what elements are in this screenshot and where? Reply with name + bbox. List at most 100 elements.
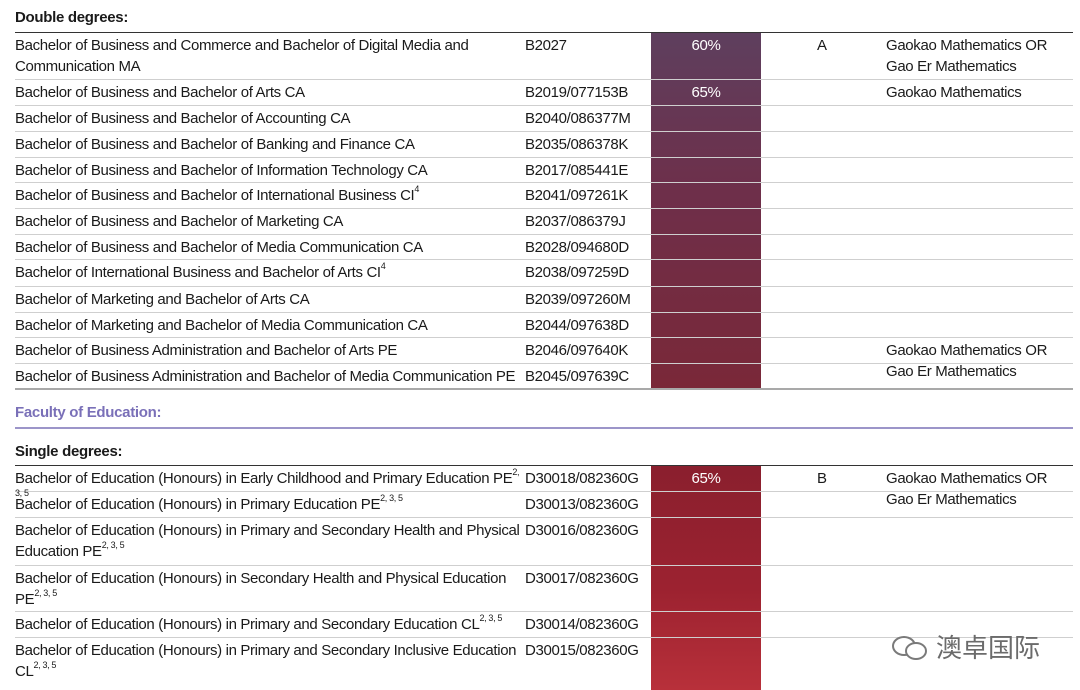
band: B <box>817 470 827 487</box>
course-name: Bachelor of Business and Bachelor of Ban… <box>15 134 520 155</box>
course-name: Bachelor of Business Administration and … <box>15 340 520 361</box>
score-column-double <box>651 33 761 389</box>
course-name: Bachelor of Business and Bachelor of Inf… <box>15 160 520 181</box>
course-name-text: Bachelor of Business and Bachelor of Int… <box>15 187 415 204</box>
course-name-text: Bachelor of Education (Honours) in Prima… <box>15 522 520 560</box>
footnote-marker: 2, 3, 5 <box>101 540 125 550</box>
section-rule <box>15 32 1073 33</box>
course-name-text: Bachelor of Business and Bachelor of Mar… <box>15 213 344 230</box>
course-name: Bachelor of Business and Bachelor of Int… <box>15 185 520 206</box>
footnote-marker: 2, 3, 5 <box>15 467 520 498</box>
course-code: B2038/097259D <box>525 264 629 281</box>
course-name: Bachelor of Business and Bachelor of Mar… <box>15 211 520 232</box>
table-row: Bachelor of Education (Honours) in Prima… <box>15 638 1073 686</box>
band: A <box>817 37 827 54</box>
table-row: Bachelor of Business and Bachelor of Inf… <box>15 158 1073 183</box>
course-name-text: Bachelor of Business Administration and … <box>15 368 516 385</box>
table-row: Bachelor of Business and Bachelor of Ban… <box>15 132 1073 158</box>
course-name-text: Bachelor of Education (Honours) in Prima… <box>15 642 517 680</box>
section-rule <box>15 465 1073 466</box>
table-row: Bachelor of Education (Honours) in Prima… <box>15 492 1073 518</box>
footnote-marker: 2, 3, 5 <box>34 588 57 598</box>
course-name: Bachelor of Marketing and Bachelor of Me… <box>15 315 520 336</box>
course-name: Bachelor of Education (Honours) in Early… <box>15 468 520 510</box>
course-code: B2039/097260M <box>525 291 631 308</box>
course-name-text: Bachelor of Business and Bachelor of Ban… <box>15 136 415 153</box>
minimum-score: 65% <box>691 84 721 101</box>
course-name-text: Bachelor of Education (Honours) in Secon… <box>15 570 507 608</box>
faculty-heading: Faculty of Education: <box>15 404 162 421</box>
faculty-rule <box>15 427 1073 429</box>
course-name: Bachelor of Business and Bachelor of Acc… <box>15 108 520 129</box>
footnote-marker: 2, 3, 5 <box>33 660 57 670</box>
table-row: Bachelor of Business and Bachelor of Med… <box>15 235 1073 260</box>
course-name: Bachelor of Business and Bachelor of Med… <box>15 237 520 258</box>
course-name: Bachelor of International Business and B… <box>15 262 520 283</box>
course-name-text: Bachelor of Business and Bachelor of Inf… <box>15 162 428 179</box>
table-row: Bachelor of Education (Honours) in Prima… <box>15 612 1073 638</box>
prerequisite: Gaokao Mathematics OR Gao Er Mathematics <box>886 470 1048 508</box>
course-name-text: Bachelor of International Business and B… <box>15 264 381 281</box>
course-name-text: Bachelor of Business and Commerce and Ba… <box>15 37 469 75</box>
table-row: Bachelor of International Business and B… <box>15 260 1073 287</box>
course-code: B2040/086377M <box>525 110 631 127</box>
watermark-text: 澳卓国际 <box>936 634 1041 664</box>
course-name: Bachelor of Business and Commerce and Ba… <box>15 35 520 77</box>
course-name-text: Bachelor of Business and Bachelor of Art… <box>15 84 305 101</box>
course-code: D30018/082360G <box>525 470 639 487</box>
course-name: Bachelor of Education (Honours) in Prima… <box>15 520 520 562</box>
table-row: Bachelor of Business and Bachelor of Acc… <box>15 106 1073 132</box>
footnote-marker: 4 <box>380 261 386 271</box>
course-code: D30013/082360G <box>525 496 639 513</box>
wechat-icon <box>892 634 928 660</box>
table-row: Bachelor of Marketing and Bachelor of Ar… <box>15 287 1073 313</box>
course-name: Bachelor of Education (Honours) in Prima… <box>15 640 520 682</box>
watermark: 澳卓国际 <box>892 628 1040 665</box>
course-code: B2044/097638D <box>525 317 629 334</box>
course-name: Bachelor of Education (Honours) in Prima… <box>15 614 520 635</box>
footnote-marker: 2, 3, 5 <box>380 493 403 503</box>
course-code: B2046/097640K <box>525 342 629 359</box>
minimum-score: 65% <box>691 470 721 487</box>
table-row: Bachelor of Education (Honours) in Early… <box>15 466 1073 508</box>
course-code: B2028/094680D <box>525 239 629 256</box>
section-end-rule <box>15 388 1073 390</box>
course-name-text: Bachelor of Marketing and Bachelor of Me… <box>15 317 428 334</box>
course-name-text: Bachelor of Business Administration and … <box>15 342 398 359</box>
course-name: Bachelor of Marketing and Bachelor of Ar… <box>15 289 520 310</box>
table-row: Bachelor of Business and Bachelor of Mar… <box>15 209 1073 235</box>
table-row: Bachelor of Education (Honours) in Secon… <box>15 566 1073 612</box>
section-heading-single-degrees: Single degrees: <box>15 443 123 460</box>
course-code: B2045/097639C <box>525 368 629 385</box>
course-code: B2017/085441E <box>525 162 629 179</box>
course-name-text: Bachelor of Business and Bachelor of Med… <box>15 239 423 256</box>
minimum-score: 60% <box>691 37 721 54</box>
prerequisite: Gaokao Mathematics OR Gao Er Mathematics <box>886 37 1048 75</box>
course-name-text: Bachelor of Education (Honours) in Prima… <box>15 496 381 513</box>
course-name: Bachelor of Business Administration and … <box>15 366 520 387</box>
table-row: Bachelor of Business and Bachelor of Art… <box>15 80 1073 106</box>
table-row: Bachelor of Business Administration and … <box>15 364 1073 389</box>
course-code: B2027 <box>525 37 567 54</box>
course-name-text: Bachelor of Business and Bachelor of Acc… <box>15 110 351 127</box>
table-row: Bachelor of Education (Honours) in Prima… <box>15 518 1073 566</box>
course-code: B2037/086379J <box>525 213 626 230</box>
course-code: B2041/097261K <box>525 187 629 204</box>
course-name: Bachelor of Education (Honours) in Secon… <box>15 568 520 610</box>
course-name: Bachelor of Education (Honours) in Prima… <box>15 494 520 515</box>
course-name-text: Bachelor of Education (Honours) in Prima… <box>15 616 480 633</box>
table-row: Bachelor of Business and Commerce and Ba… <box>15 33 1073 80</box>
course-code: D30017/082360G <box>525 570 639 587</box>
course-code: B2019/077153B <box>525 84 629 101</box>
table-row: Bachelor of Marketing and Bachelor of Me… <box>15 313 1073 338</box>
prerequisite: Gaokao Mathematics OR Gao Er Mathematics <box>886 342 1048 380</box>
footnote-marker: 2, 3, 5 <box>479 613 503 623</box>
course-name-text: Bachelor of Marketing and Bachelor of Ar… <box>15 291 310 308</box>
course-name: Bachelor of Business and Bachelor of Art… <box>15 82 520 103</box>
course-code: B2035/086378K <box>525 136 629 153</box>
section-heading-double-degrees: Double degrees: <box>15 9 129 26</box>
table-row: Bachelor of Business and Bachelor of Int… <box>15 183 1073 209</box>
score-column-education <box>651 466 761 690</box>
prerequisite: Gaokao Mathematics <box>886 84 1022 101</box>
